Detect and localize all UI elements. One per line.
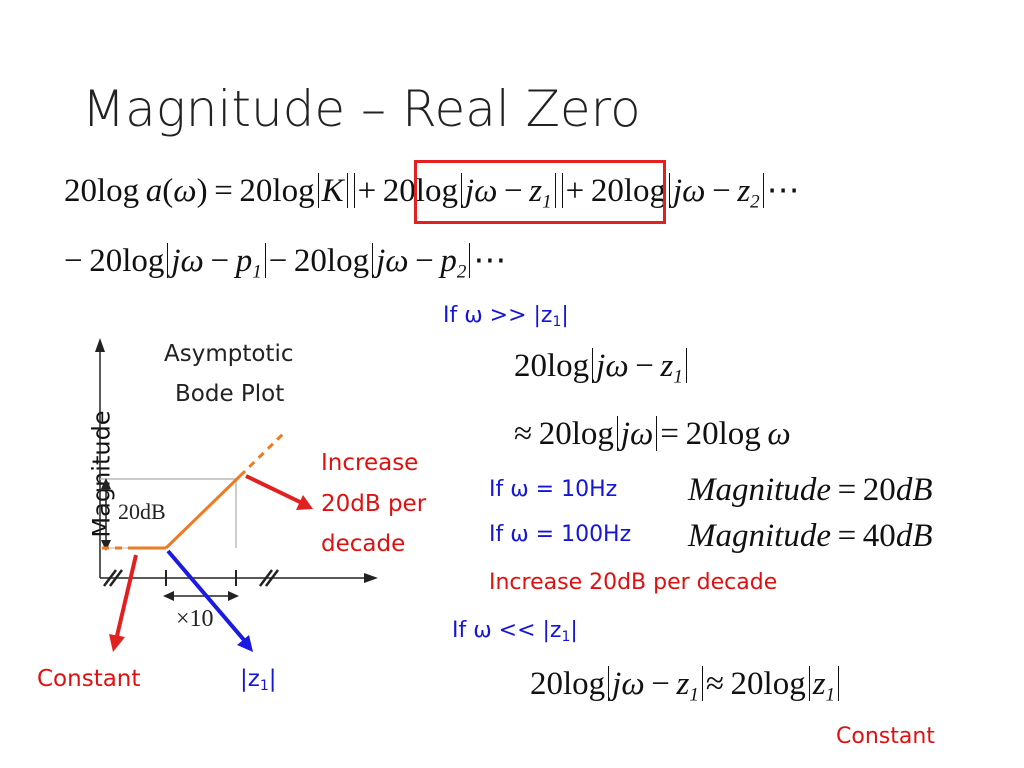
plot-header-2: Bode Plot bbox=[175, 381, 285, 407]
increase-annotation-2: 20dB per bbox=[321, 491, 427, 517]
highlight-box bbox=[414, 160, 666, 224]
zero-arrow-head bbox=[237, 635, 253, 652]
increase-annotation-1: Increase bbox=[321, 450, 419, 476]
increase-arrow-head bbox=[296, 495, 313, 510]
equation-magnitude-20db: Magnitude = 20dB bbox=[688, 472, 933, 508]
condition-100hz: If ω = 100Hz bbox=[489, 522, 632, 547]
equation-high-2: ≈ 20log jω = 20log ω bbox=[514, 416, 791, 453]
zero-arrow-line bbox=[166, 549, 246, 642]
asymptote-rising-dashed bbox=[238, 429, 288, 478]
increase-annotation-3: decade bbox=[321, 531, 406, 557]
step-label: 20dB bbox=[118, 499, 166, 524]
equation-line-2: − 20log jω − p1− 20log jω − p2 ⋯ bbox=[64, 242, 507, 283]
constant-label: Constant bbox=[37, 666, 141, 692]
equation-high-1: 20log jω − z1 bbox=[514, 348, 690, 387]
axis-break-left bbox=[103, 569, 123, 587]
increase-arrow-line bbox=[245, 474, 301, 504]
asymptote-rising bbox=[164, 474, 242, 550]
axis-break-right bbox=[259, 569, 279, 587]
equation-magnitude-40db: Magnitude = 40dB bbox=[688, 518, 933, 554]
page-title: Magnitude – Real Zero bbox=[82, 80, 641, 138]
ratio-arrow-right bbox=[228, 591, 239, 601]
y-axis-arrow bbox=[95, 338, 105, 352]
equation-low: 20log jω − z1 ≈ 20log z1 bbox=[530, 666, 842, 705]
condition-low-frequency: If ω << |z1| bbox=[452, 618, 578, 646]
condition-high-frequency: If ω >> |z1| bbox=[443, 303, 569, 331]
constant-note: Constant bbox=[836, 724, 935, 749]
step-arrow-top bbox=[101, 478, 111, 489]
ratio-label: ×10 bbox=[176, 606, 214, 632]
equation-line-1: 20log a(ω) = 20log K + 20log jω − z1 + 20log… bbox=[64, 172, 800, 213]
x-axis-arrow bbox=[364, 573, 378, 583]
constant-arrow-head bbox=[109, 634, 125, 652]
zero-label: |z1| bbox=[240, 666, 277, 695]
plot-header-1: Asymptotic bbox=[164, 341, 294, 367]
increase-note: Increase 20dB per decade bbox=[489, 570, 778, 595]
constant-arrow-line bbox=[115, 554, 138, 637]
step-arrow-bottom bbox=[101, 540, 111, 551]
condition-10hz: If ω = 10Hz bbox=[489, 477, 618, 502]
ratio-arrow-left bbox=[163, 591, 174, 601]
